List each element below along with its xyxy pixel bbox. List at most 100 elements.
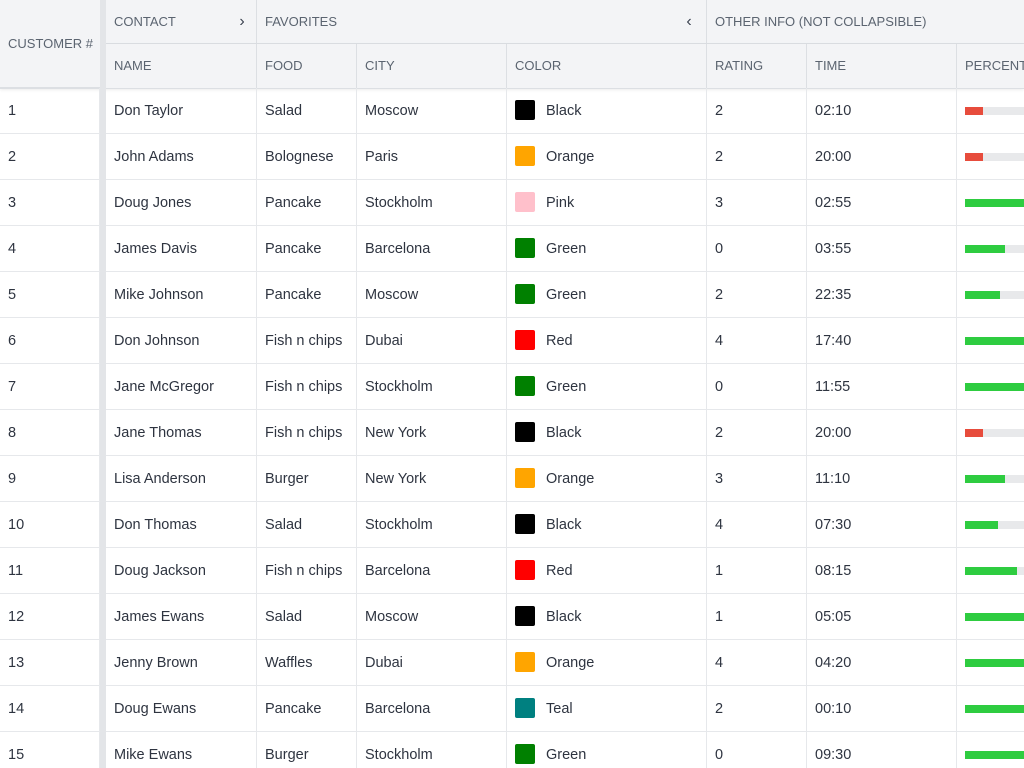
cell-customer-id[interactable]: 5 <box>0 272 100 318</box>
cell-name[interactable]: Don Thomas <box>106 502 257 548</box>
cell-customer-id[interactable]: 9 <box>0 456 100 502</box>
cell-customer-id[interactable]: 15 <box>0 732 100 768</box>
cell-customer-id[interactable]: 13 <box>0 640 100 686</box>
column-header-city[interactable]: City <box>357 44 507 88</box>
cell-time[interactable]: 02:55 <box>807 180 957 226</box>
cell-time[interactable]: 04:20 <box>807 640 957 686</box>
cell-name[interactable]: Don Taylor <box>106 88 257 134</box>
cell-city[interactable]: Dubai <box>357 318 507 364</box>
cell-city[interactable]: Paris <box>357 134 507 180</box>
cell-percent[interactable] <box>957 686 1024 732</box>
table-row[interactable]: 2 John Adams Bolognese Paris Orange 2 20:00 <box>0 134 1024 180</box>
cell-name[interactable]: Jenny Brown <box>106 640 257 686</box>
cell-food[interactable]: Pancake <box>257 686 357 732</box>
cell-food[interactable]: Salad <box>257 594 357 640</box>
cell-name[interactable]: Mike Johnson <box>106 272 257 318</box>
cell-time[interactable]: 20:00 <box>807 134 957 180</box>
table-row[interactable]: 9 Lisa Anderson Burger New York Orange 3 11:10 <box>0 456 1024 502</box>
cell-percent[interactable] <box>957 594 1024 640</box>
cell-city[interactable]: Stockholm <box>357 502 507 548</box>
cell-food[interactable]: Fish n chips <box>257 364 357 410</box>
cell-city[interactable]: Moscow <box>357 272 507 318</box>
table-row[interactable]: 7 Jane McGregor Fish n chips Stockholm Green… <box>0 364 1024 410</box>
cell-rating[interactable]: 1 <box>707 548 807 594</box>
cell-food[interactable]: Pancake <box>257 272 357 318</box>
cell-food[interactable]: Pancake <box>257 180 357 226</box>
cell-city[interactable]: New York <box>357 456 507 502</box>
cell-city[interactable]: Dubai <box>357 640 507 686</box>
cell-customer-id[interactable]: 6 <box>0 318 100 364</box>
group-header-contact[interactable]: Contact › <box>106 0 257 44</box>
cell-color[interactable]: Red <box>507 318 707 364</box>
cell-color[interactable]: Teal <box>507 686 707 732</box>
cell-color[interactable]: Red <box>507 548 707 594</box>
cell-city[interactable]: Moscow <box>357 594 507 640</box>
cell-food[interactable]: Burger <box>257 456 357 502</box>
cell-time[interactable]: 20:00 <box>807 410 957 456</box>
table-row[interactable]: 15 Mike Ewans Burger Stockholm Green 0 09:30 <box>0 732 1024 768</box>
cell-percent[interactable] <box>957 732 1024 768</box>
column-header-percent[interactable]: Percent Done <box>965 58 1024 73</box>
cell-percent[interactable] <box>957 548 1024 594</box>
cell-percent[interactable] <box>957 410 1024 456</box>
cell-city[interactable]: Barcelona <box>357 548 507 594</box>
column-header-customer[interactable]: Customer # <box>0 0 100 88</box>
cell-rating[interactable]: 0 <box>707 226 807 272</box>
cell-time[interactable]: 08:15 <box>807 548 957 594</box>
column-header-time[interactable]: Time <box>807 44 957 88</box>
cell-rating[interactable]: 2 <box>707 88 807 134</box>
cell-name[interactable]: Doug Jackson <box>106 548 257 594</box>
cell-time[interactable]: 00:10 <box>807 686 957 732</box>
table-row[interactable]: 14 Doug Ewans Pancake Barcelona Teal 2 00:10 <box>0 686 1024 732</box>
cell-name[interactable]: Doug Jones <box>106 180 257 226</box>
cell-percent[interactable] <box>957 180 1024 226</box>
table-row[interactable]: 12 James Ewans Salad Moscow Black 1 05:05 <box>0 594 1024 640</box>
cell-color[interactable]: Black <box>507 410 707 456</box>
cell-customer-id[interactable]: 3 <box>0 180 100 226</box>
cell-rating[interactable]: 0 <box>707 364 807 410</box>
cell-city[interactable]: New York <box>357 410 507 456</box>
cell-customer-id[interactable]: 2 <box>0 134 100 180</box>
cell-time[interactable]: 07:30 <box>807 502 957 548</box>
cell-time[interactable]: 09:30 <box>807 732 957 768</box>
cell-customer-id[interactable]: 11 <box>0 548 100 594</box>
cell-customer-id[interactable]: 14 <box>0 686 100 732</box>
frozen-column-divider[interactable] <box>100 0 106 768</box>
cell-percent[interactable] <box>957 272 1024 318</box>
cell-rating[interactable]: 2 <box>707 134 807 180</box>
cell-city[interactable]: Barcelona <box>357 686 507 732</box>
table-row[interactable]: 13 Jenny Brown Waffles Dubai Orange 4 04:20 <box>0 640 1024 686</box>
cell-name[interactable]: Doug Ewans <box>106 686 257 732</box>
cell-city[interactable]: Moscow <box>357 88 507 134</box>
table-row[interactable]: 5 Mike Johnson Pancake Moscow Green 2 22:35 <box>0 272 1024 318</box>
cell-food[interactable]: Burger <box>257 732 357 768</box>
cell-color[interactable]: Black <box>507 88 707 134</box>
table-row[interactable]: 8 Jane Thomas Fish n chips New York Black 2 20… <box>0 410 1024 456</box>
cell-rating[interactable]: 4 <box>707 640 807 686</box>
cell-percent[interactable] <box>957 640 1024 686</box>
cell-food[interactable]: Fish n chips <box>257 548 357 594</box>
cell-color[interactable]: Black <box>507 502 707 548</box>
cell-rating[interactable]: 4 <box>707 318 807 364</box>
cell-rating[interactable]: 2 <box>707 686 807 732</box>
cell-color[interactable]: Orange <box>507 640 707 686</box>
cell-name[interactable]: Lisa Anderson <box>106 456 257 502</box>
column-header-food[interactable]: Food <box>257 44 357 88</box>
table-row[interactable]: 10 Don Thomas Salad Stockholm Black 4 07:30 <box>0 502 1024 548</box>
cell-percent[interactable] <box>957 226 1024 272</box>
table-row[interactable]: 1 Don Taylor Salad Moscow Black 2 02:10 <box>0 88 1024 134</box>
cell-name[interactable]: Jane Thomas <box>106 410 257 456</box>
cell-food[interactable]: Salad <box>257 88 357 134</box>
cell-rating[interactable]: 0 <box>707 732 807 768</box>
cell-percent[interactable] <box>957 134 1024 180</box>
group-header-favorites[interactable]: Favorites ‹ <box>257 0 707 44</box>
cell-color[interactable]: Green <box>507 364 707 410</box>
cell-time[interactable]: 03:55 <box>807 226 957 272</box>
cell-time[interactable]: 11:55 <box>807 364 957 410</box>
cell-rating[interactable]: 2 <box>707 410 807 456</box>
chevron-right-icon[interactable]: › <box>239 13 245 30</box>
cell-color[interactable]: Orange <box>507 134 707 180</box>
cell-color[interactable]: Orange <box>507 456 707 502</box>
cell-rating[interactable]: 4 <box>707 502 807 548</box>
cell-time[interactable]: 22:35 <box>807 272 957 318</box>
